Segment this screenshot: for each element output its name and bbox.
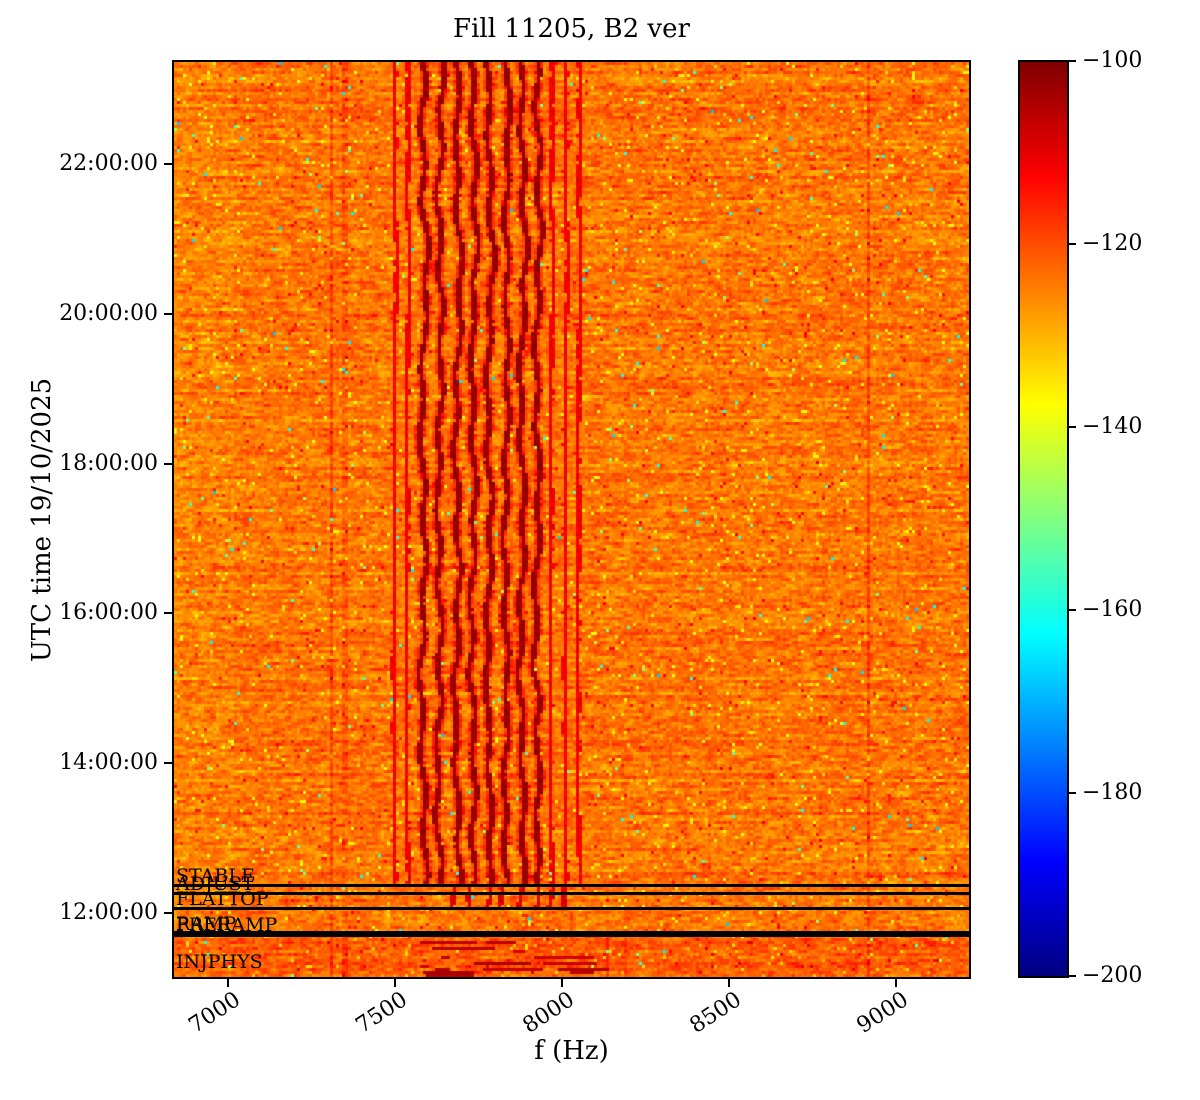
y-axis-label: UTC time 19/10/2025 (27, 377, 57, 663)
beam-mode-line-flattop (174, 907, 969, 910)
y-tick-mark (164, 912, 172, 914)
y-tick-mark (164, 462, 172, 465)
beam-mode-label-stable: STABLE (176, 865, 255, 887)
y-tick-label: 14:00:00 (59, 750, 158, 776)
y-tick-label: 16:00:00 (59, 600, 158, 626)
x-tick-label: 8000 (518, 987, 622, 1038)
y-tick-label: 18:00:00 (59, 450, 158, 476)
x-tick-mark (561, 979, 563, 987)
colorbar-tick-label: −140 (1082, 414, 1143, 439)
colorbar-tick-mark (1069, 609, 1076, 611)
x-tick-label-text: 8500 (685, 987, 747, 1039)
x-tick-label: 8500 (685, 987, 789, 1038)
beam-mode-line-adjust (174, 892, 969, 895)
colorbar-tick-mark (1069, 243, 1076, 245)
x-tick-mark (394, 979, 396, 987)
beam-mode-label-ramp: RAMP (176, 913, 237, 935)
x-tick-label-text: 7000 (184, 987, 246, 1039)
y-tick-mark (164, 612, 172, 615)
colorbar-tick-mark (1069, 60, 1076, 62)
x-tick-label-text: 8000 (518, 987, 580, 1039)
beam-mode-line-preramp (174, 934, 969, 937)
colorbar-tick-label: −180 (1082, 780, 1143, 805)
y-tick-label: 20:00:00 (59, 300, 158, 326)
y-tick-label: 12:00:00 (59, 900, 158, 925)
colorbar-tick-mark (1069, 426, 1076, 428)
x-axis-label: f (Hz) (534, 1036, 609, 1066)
plot-area: INJPHYS PRERAMP RAMP FLATTOP ADJUST STABLE (172, 60, 971, 979)
beam-mode-line-ramp (174, 931, 969, 934)
colorbar-tick-label: −160 (1082, 597, 1143, 622)
colorbar-tick-label: −200 (1082, 963, 1143, 988)
x-tick-label: 7000 (184, 987, 288, 1038)
y-tick-mark (164, 163, 172, 165)
colorbar-tick-label: −120 (1082, 231, 1143, 256)
spectrogram-image (174, 62, 969, 977)
x-tick-label: 9000 (852, 987, 956, 1038)
colorbar (1018, 60, 1069, 978)
colorbar-tick-mark (1069, 792, 1076, 794)
x-tick-mark (895, 979, 897, 987)
y-tick-mark (164, 312, 172, 315)
x-tick-mark (728, 979, 730, 987)
colorbar-gradient (1020, 62, 1067, 976)
beam-mode-label-injphys: INJPHYS (176, 951, 263, 973)
x-tick-label-text: 7500 (351, 987, 413, 1039)
colorbar-tick-label: −100 (1082, 48, 1143, 73)
plot-title: Fill 11205, B2 ver (453, 14, 690, 44)
y-tick-label: 22:00:00 (59, 151, 158, 176)
x-tick-label: 7500 (351, 987, 455, 1038)
beam-mode-line-stable (174, 884, 969, 887)
colorbar-tick-mark (1069, 975, 1076, 977)
y-tick-mark (164, 762, 172, 765)
x-tick-mark (227, 979, 229, 987)
beam-mode-label-preramp: PRERAMP (176, 914, 278, 936)
x-tick-label-text: 9000 (852, 987, 914, 1039)
